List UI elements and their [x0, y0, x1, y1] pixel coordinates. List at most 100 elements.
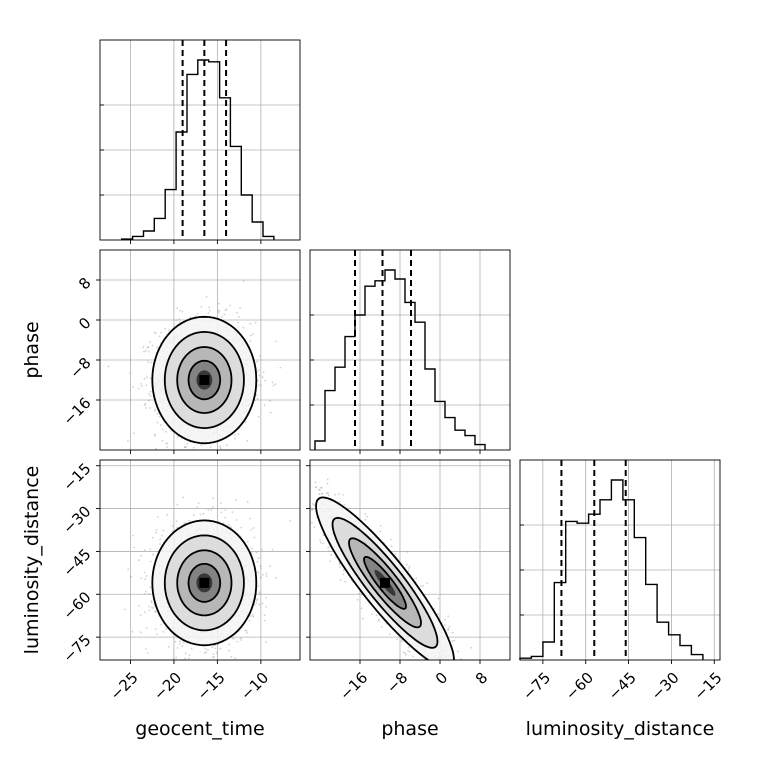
sample-point [240, 639, 243, 641]
sample-point [195, 672, 197, 674]
sample-point [334, 556, 337, 559]
sample-point [154, 433, 156, 436]
sample-point [379, 530, 381, 533]
sample-point [318, 493, 321, 496]
sample-point [154, 408, 157, 411]
sample-point [304, 466, 306, 468]
sample-point [227, 523, 230, 526]
sample-point [301, 510, 303, 512]
sample-point [262, 371, 265, 374]
sample-point [151, 536, 154, 539]
sample-point [205, 651, 208, 653]
sample-point [419, 585, 422, 588]
sample-point [257, 415, 260, 418]
sample-point [137, 605, 140, 607]
sample-point [158, 415, 161, 418]
sample-point [202, 512, 205, 515]
sample-point [342, 569, 345, 572]
sample-point [451, 640, 454, 642]
sample-point [250, 334, 252, 337]
sample-point [187, 450, 189, 452]
sample-point [143, 593, 146, 595]
sample-point [305, 502, 307, 504]
sample-point [246, 501, 249, 504]
sample-point [407, 649, 409, 652]
sample-point [257, 585, 260, 587]
sample-point [174, 640, 177, 643]
sample-point [415, 577, 418, 580]
sample-point [178, 321, 181, 323]
contour-line [163, 330, 245, 430]
sample-point [271, 548, 274, 551]
sample-point [159, 424, 162, 427]
sample-point [402, 651, 405, 654]
contour-line [176, 549, 233, 617]
sample-point [161, 440, 164, 442]
sample-point [153, 410, 156, 412]
sample-point [172, 657, 175, 660]
sample-point [151, 344, 154, 347]
sample-point [200, 444, 203, 447]
sample-point [150, 361, 153, 364]
sample-point [255, 599, 258, 602]
sample-point [257, 571, 260, 574]
sample-point [396, 638, 398, 640]
sample-point [233, 433, 236, 436]
sample-point [143, 350, 145, 353]
sample-point [210, 446, 212, 448]
sample-point [256, 379, 259, 382]
sample-point [262, 573, 264, 576]
sample-point [377, 620, 380, 622]
sample-point [263, 404, 266, 407]
sample-point [451, 631, 454, 634]
sample-point [319, 539, 321, 542]
sample-point [160, 331, 163, 334]
sample-point [456, 665, 458, 667]
sample-point [235, 519, 238, 521]
sample-point [176, 647, 179, 649]
sample-point [356, 598, 359, 601]
sample-point [147, 346, 150, 349]
panel-geocent_time-geocent_time [99, 39, 301, 244]
sample-point [149, 560, 152, 563]
sample-point [185, 446, 188, 448]
sample-point [219, 647, 222, 650]
sample-point [157, 516, 159, 518]
sample-point [378, 618, 380, 621]
sample-point [248, 619, 251, 622]
sample-point [233, 638, 235, 640]
sample-point [337, 493, 340, 496]
sample-point [250, 528, 253, 531]
sample-point [269, 400, 272, 402]
sample-point [404, 652, 407, 654]
sample-point [207, 508, 210, 511]
sample-point [152, 607, 155, 609]
sample-point [228, 649, 230, 652]
sample-point [154, 610, 157, 613]
sample-point [261, 549, 263, 551]
sample-point [145, 648, 147, 650]
panel-frame [99, 249, 301, 451]
sample-point [139, 614, 142, 616]
sample-point [256, 370, 259, 373]
sample-point [181, 310, 184, 313]
sample-point [133, 432, 136, 435]
sample-point [255, 551, 258, 554]
sample-point [300, 494, 302, 496]
sample-point [196, 312, 199, 315]
density-peak [199, 577, 210, 588]
sample-point [308, 531, 310, 533]
sample-point [237, 433, 240, 436]
panel-geocent_time-luminosity_distance [96, 459, 301, 674]
sample-point [457, 660, 459, 662]
contour-line [151, 315, 258, 445]
sample-point [171, 525, 174, 527]
sample-point [166, 446, 169, 448]
sample-point [223, 313, 226, 316]
sample-point [181, 645, 184, 648]
sample-point [146, 346, 149, 349]
sample-point [381, 626, 383, 628]
sample-point [260, 567, 263, 569]
sample-point [224, 670, 226, 672]
sample-point [146, 652, 149, 654]
